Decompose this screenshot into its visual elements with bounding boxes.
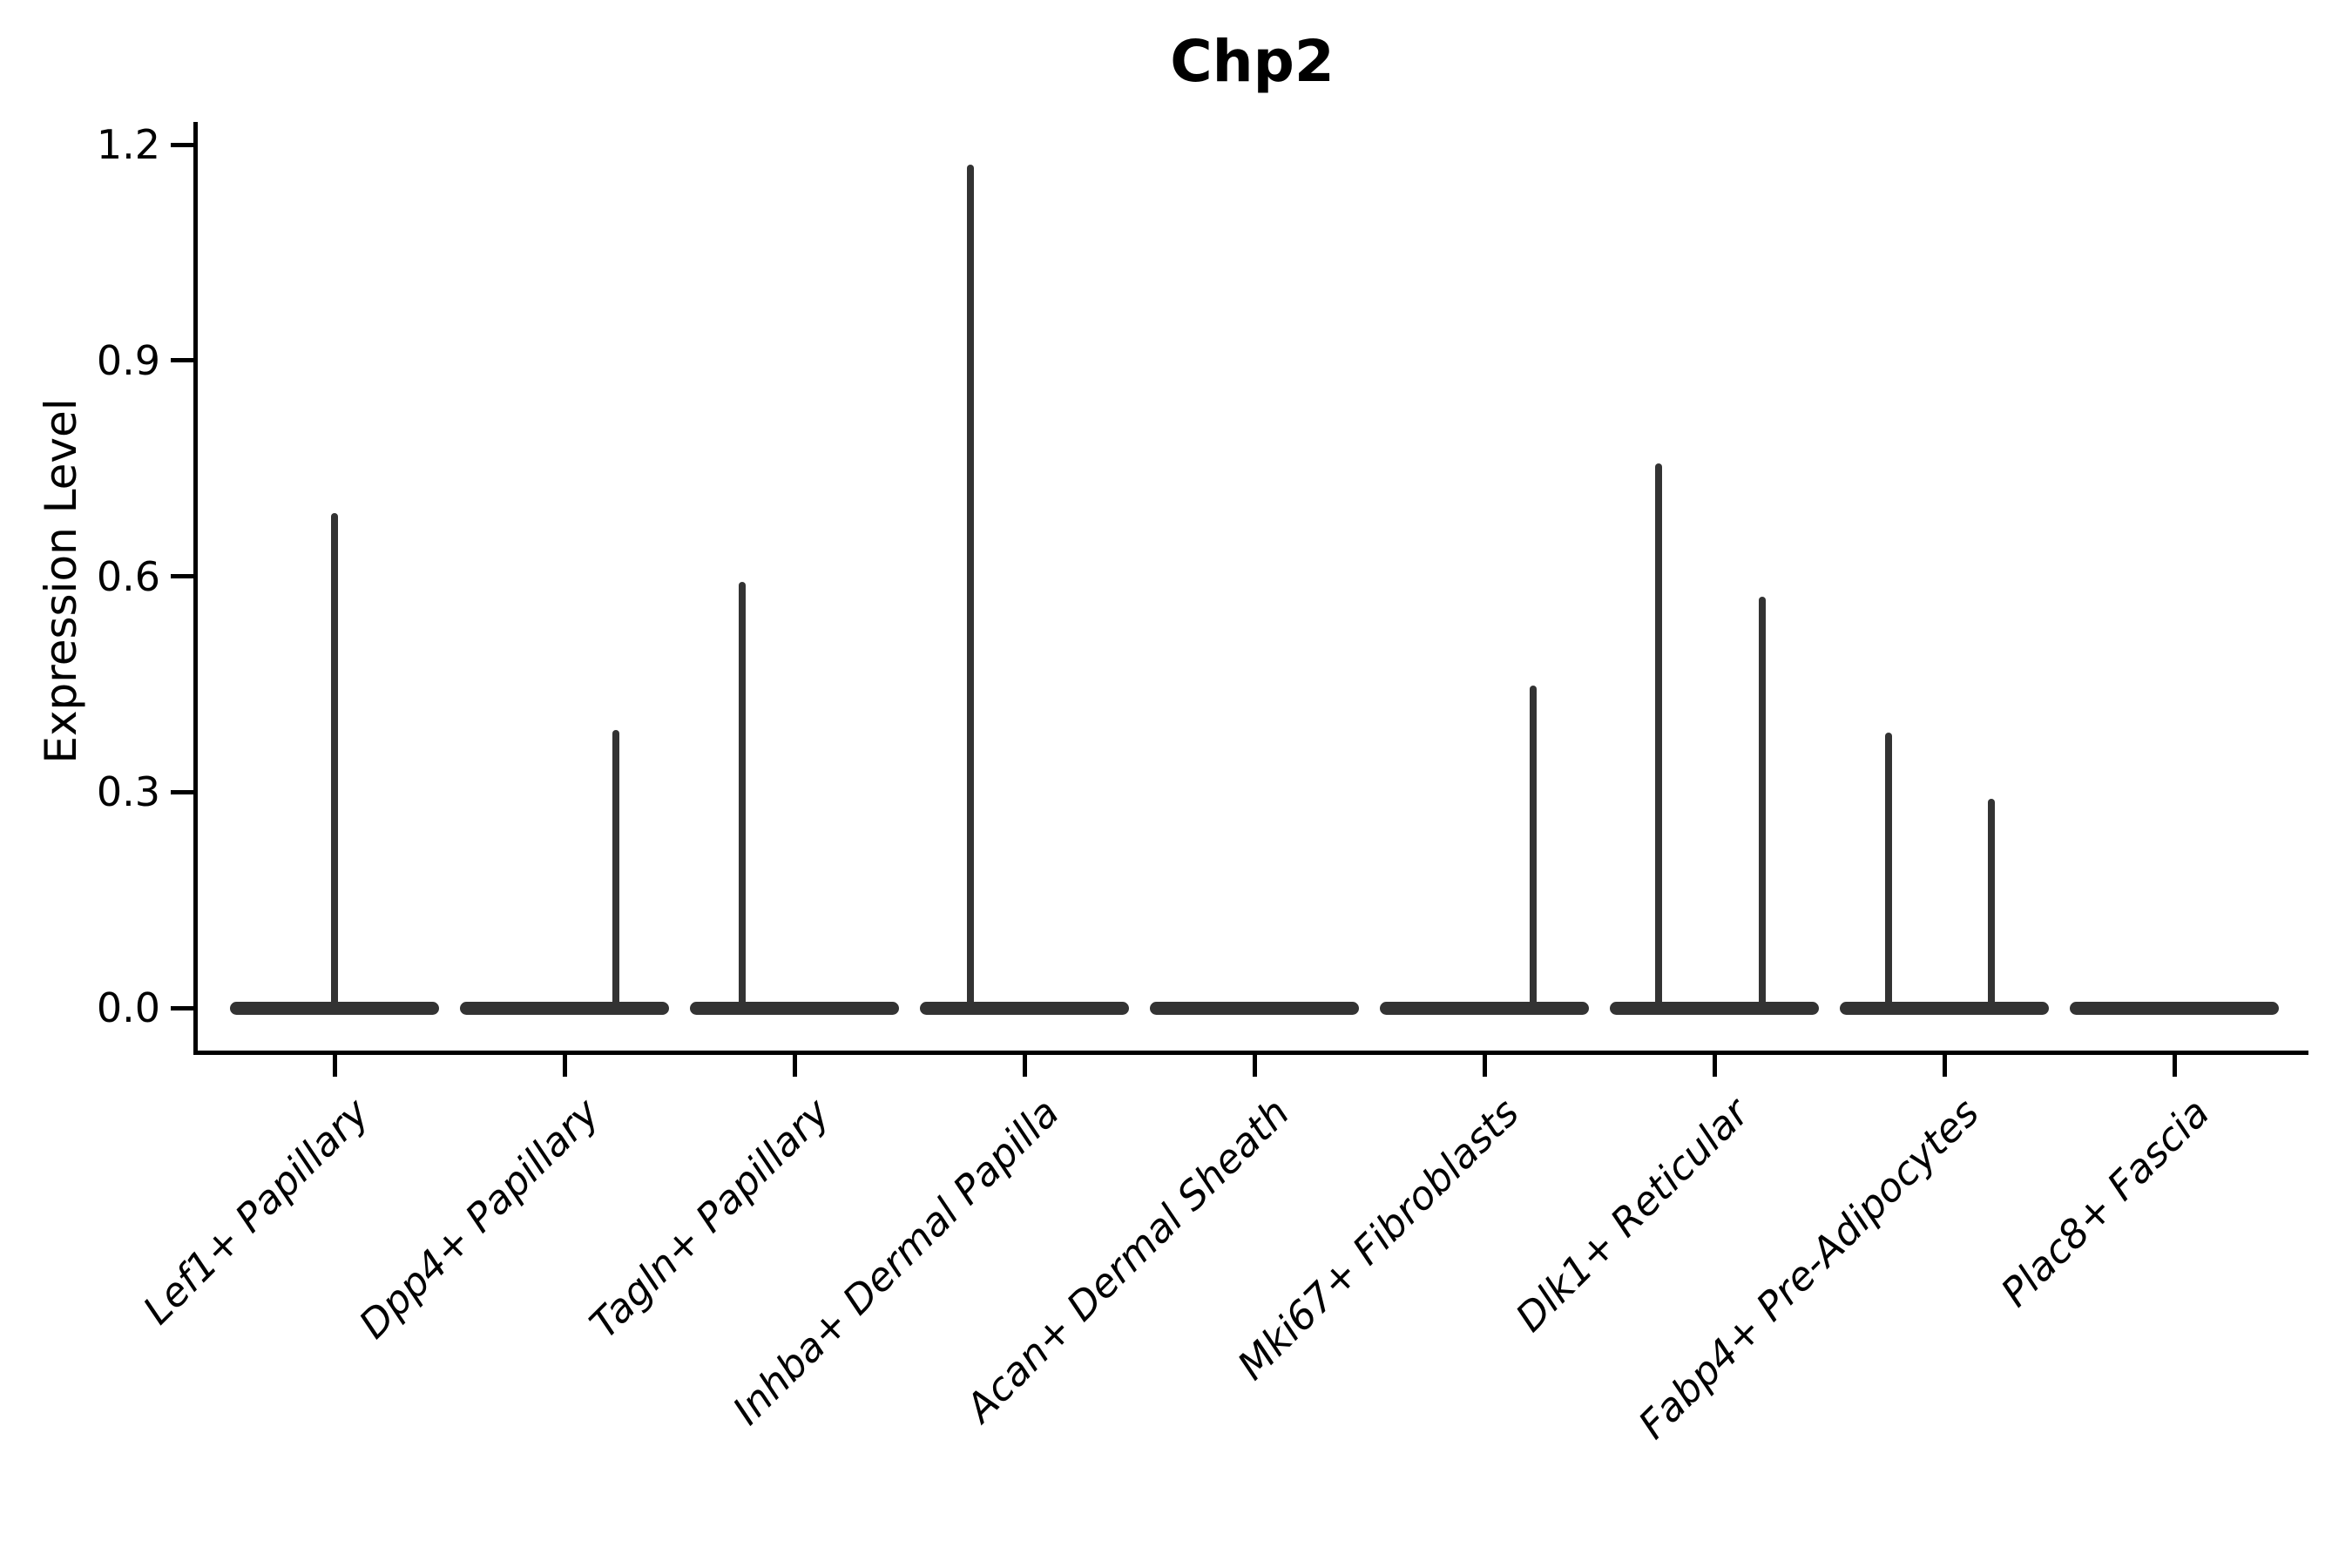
x-tick bbox=[332, 1054, 337, 1077]
x-tick bbox=[1712, 1054, 1717, 1077]
violin-body bbox=[1150, 1001, 1359, 1015]
expression-spike bbox=[1655, 463, 1663, 1011]
violin-body bbox=[1840, 1001, 2049, 1015]
y-tick bbox=[171, 358, 193, 363]
violin-body bbox=[2070, 1001, 2279, 1015]
y-tick bbox=[171, 142, 193, 147]
y-tick bbox=[171, 789, 193, 794]
expression-spike bbox=[1988, 798, 1996, 1011]
y-tick-label: 1.2 bbox=[96, 121, 160, 169]
violin-body bbox=[920, 1001, 1129, 1015]
y-axis-spine bbox=[193, 122, 198, 1055]
x-tick-label: Plac8+ Fascia bbox=[1991, 1089, 2219, 1316]
violin-body bbox=[1610, 1001, 1819, 1015]
y-tick bbox=[171, 1005, 193, 1010]
expression-spike bbox=[1758, 596, 1766, 1011]
violin-body bbox=[1380, 1001, 1589, 1015]
x-tick bbox=[1482, 1054, 1487, 1077]
x-tick-label: Tagln+ Papillary bbox=[580, 1089, 839, 1348]
y-tick bbox=[171, 574, 193, 579]
expression-spike bbox=[1885, 732, 1893, 1011]
x-tick-label: Lef1+ Papillary bbox=[134, 1089, 379, 1334]
x-tick bbox=[2172, 1054, 2177, 1077]
expression-spike bbox=[331, 512, 338, 1011]
x-axis-spine bbox=[193, 1051, 2308, 1055]
chart-title: Chp2 bbox=[1170, 28, 1335, 95]
x-tick bbox=[1942, 1054, 1947, 1077]
expression-spike bbox=[1529, 686, 1537, 1011]
y-axis-label: Expression Level bbox=[36, 398, 86, 764]
violin-body bbox=[690, 1001, 899, 1015]
x-tick-label: Dlk1+ Reticular bbox=[1506, 1089, 1759, 1341]
y-tick-label: 0.0 bbox=[96, 984, 160, 1031]
expression-spike bbox=[612, 730, 620, 1011]
y-tick-label: 0.3 bbox=[96, 768, 160, 816]
violin-body bbox=[460, 1001, 669, 1015]
y-tick-label: 0.9 bbox=[96, 336, 160, 384]
x-tick bbox=[562, 1054, 567, 1077]
x-tick bbox=[792, 1054, 797, 1077]
x-tick bbox=[1022, 1054, 1027, 1077]
x-tick bbox=[1252, 1054, 1257, 1077]
y-tick-label: 0.6 bbox=[96, 552, 160, 600]
x-tick-label: Dpp4+ Papillary bbox=[349, 1089, 609, 1348]
expression-spike bbox=[739, 582, 747, 1011]
expression-spike bbox=[966, 165, 974, 1011]
